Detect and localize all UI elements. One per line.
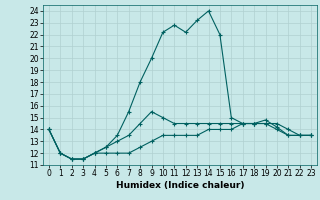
- X-axis label: Humidex (Indice chaleur): Humidex (Indice chaleur): [116, 181, 244, 190]
